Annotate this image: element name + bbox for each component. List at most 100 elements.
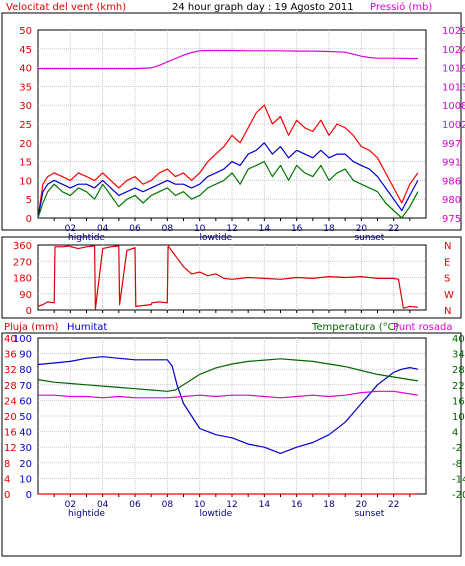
y2-tick-label: 997 xyxy=(442,139,461,150)
y2-tick-label: 1008 xyxy=(442,101,465,112)
x-tick-label: 04 xyxy=(97,224,109,234)
y2-tick-label: 22 xyxy=(452,381,465,392)
series-line xyxy=(37,161,419,219)
x-sub-label: lowtide xyxy=(200,233,233,243)
panel3-right-title-dewpoint: Punt rosada xyxy=(393,322,452,333)
panel1-left-title: Velocitat del vent (kmh) xyxy=(6,2,126,13)
x-tick-label: 14 xyxy=(259,500,271,510)
y-tick-label: 0 xyxy=(26,214,32,225)
y2-tick-label: N xyxy=(444,306,451,317)
panel-2-border xyxy=(1,236,462,319)
y2-tick-label: 980 xyxy=(442,195,461,206)
y2-tick-label: 34 xyxy=(452,350,465,361)
y2-tick-label: -2 xyxy=(452,443,462,454)
y3-tick-label: 32 xyxy=(4,365,17,376)
x-sub-label: lowtide xyxy=(200,509,233,519)
series-line xyxy=(37,142,419,219)
panel3-right-title-temperature: Temperatura (°C) xyxy=(311,322,399,333)
y-tick-label: 40 xyxy=(19,428,32,439)
y-tick-label: 100 xyxy=(13,334,32,345)
y-tick-label: 45 xyxy=(19,45,32,56)
y-tick-label: 0 xyxy=(26,306,32,317)
series-line xyxy=(37,358,418,392)
y2-tick-label: N xyxy=(444,241,451,252)
y2-tick-label: 986 xyxy=(442,176,461,187)
x-tick-label: 16 xyxy=(291,224,303,234)
series-line xyxy=(38,390,418,399)
series-line xyxy=(38,49,418,70)
y2-tick-label: 4 xyxy=(452,428,458,439)
series-line xyxy=(37,245,418,310)
grid-lines xyxy=(38,30,426,497)
x-tick-label: 16 xyxy=(291,500,303,510)
y2-tick-label: 16 xyxy=(452,396,465,407)
x-sub-label: sunset xyxy=(354,509,384,519)
x-tick-label: 20 xyxy=(356,224,368,234)
y2-tick-label: -14 xyxy=(452,474,465,485)
series-line xyxy=(37,356,419,454)
y3-tick-label: 8 xyxy=(4,459,10,470)
y2-tick-label: 1002 xyxy=(442,120,465,131)
y3-tick-label: 12 xyxy=(4,443,17,454)
y3-tick-label: 28 xyxy=(4,381,17,392)
x-sub-label: sunset xyxy=(354,233,384,243)
y-tick-label: 30 xyxy=(19,101,32,112)
y2-tick-label: 40 xyxy=(452,334,465,345)
y-tick-label: 50 xyxy=(19,412,32,423)
x-tick-label: 06 xyxy=(129,500,141,510)
y-tick-label: 15 xyxy=(19,158,32,169)
panel-1-border xyxy=(1,12,462,231)
y3-tick-label: 36 xyxy=(4,350,17,361)
y3-tick-label: 40 xyxy=(4,334,17,345)
y3-tick-label: 20 xyxy=(4,412,17,423)
y2-tick-label: 1013 xyxy=(442,82,465,93)
x-tick-label: 22 xyxy=(388,224,399,234)
y-tick-label: 60 xyxy=(19,396,32,407)
y-tick-label: 5 xyxy=(26,195,32,206)
x-tick-label: 18 xyxy=(323,224,335,234)
y3-tick-label: 4 xyxy=(4,474,10,485)
x-tick-label: 04 xyxy=(97,500,109,510)
y2-tick-label: 1019 xyxy=(442,64,465,75)
y2-tick-label: -20 xyxy=(452,490,465,501)
y-tick-label: 270 xyxy=(13,257,32,268)
x-tick-label: 10 xyxy=(194,500,206,510)
y-tick-label: 360 xyxy=(13,241,32,252)
y2-tick-label: 10 xyxy=(452,412,465,423)
x-tick-label: 06 xyxy=(129,224,141,234)
x-tick-label: 18 xyxy=(323,500,335,510)
panel3-left-title-rain: Pluja (mm) xyxy=(4,322,59,333)
y-tick-label: 90 xyxy=(19,350,32,361)
y-tick-label: 70 xyxy=(19,381,32,392)
panel3-left-title-humidity: Humitat xyxy=(67,322,107,333)
y-tick-label: 35 xyxy=(19,82,32,93)
y-tick-label: 90 xyxy=(19,290,32,301)
y-tick-label: 0 xyxy=(26,490,32,501)
x-tick-label: 12 xyxy=(226,224,237,234)
y-tick-label: 25 xyxy=(19,120,32,131)
y-tick-label: 20 xyxy=(19,459,32,470)
y3-tick-label: 24 xyxy=(4,396,17,407)
y-tick-label: 50 xyxy=(19,26,32,37)
y-tick-label: 10 xyxy=(19,176,32,187)
y2-tick-label: -8 xyxy=(452,459,462,470)
y2-tick-label: E xyxy=(444,257,450,268)
series-line xyxy=(37,104,419,219)
y2-tick-label: 975 xyxy=(442,214,461,225)
y-tick-label: 20 xyxy=(19,139,32,150)
y2-tick-label: 1029 xyxy=(442,26,465,37)
x-tick-label: 12 xyxy=(226,500,237,510)
y3-tick-label: 0 xyxy=(4,490,10,501)
x-tick-label: 14 xyxy=(259,224,271,234)
series-lines xyxy=(37,49,419,495)
panel-3-border xyxy=(1,332,462,557)
x-tick-label: 08 xyxy=(162,224,174,234)
x-tick-label: 08 xyxy=(162,500,174,510)
x-tick-label: 02 xyxy=(65,500,76,510)
y-tick-label: 80 xyxy=(19,365,32,376)
panel1-center-title: 24 hour graph day : 19 Agosto 2011 xyxy=(172,2,354,13)
x-tick-label: 22 xyxy=(388,500,399,510)
y2-tick-label: W xyxy=(444,290,454,301)
